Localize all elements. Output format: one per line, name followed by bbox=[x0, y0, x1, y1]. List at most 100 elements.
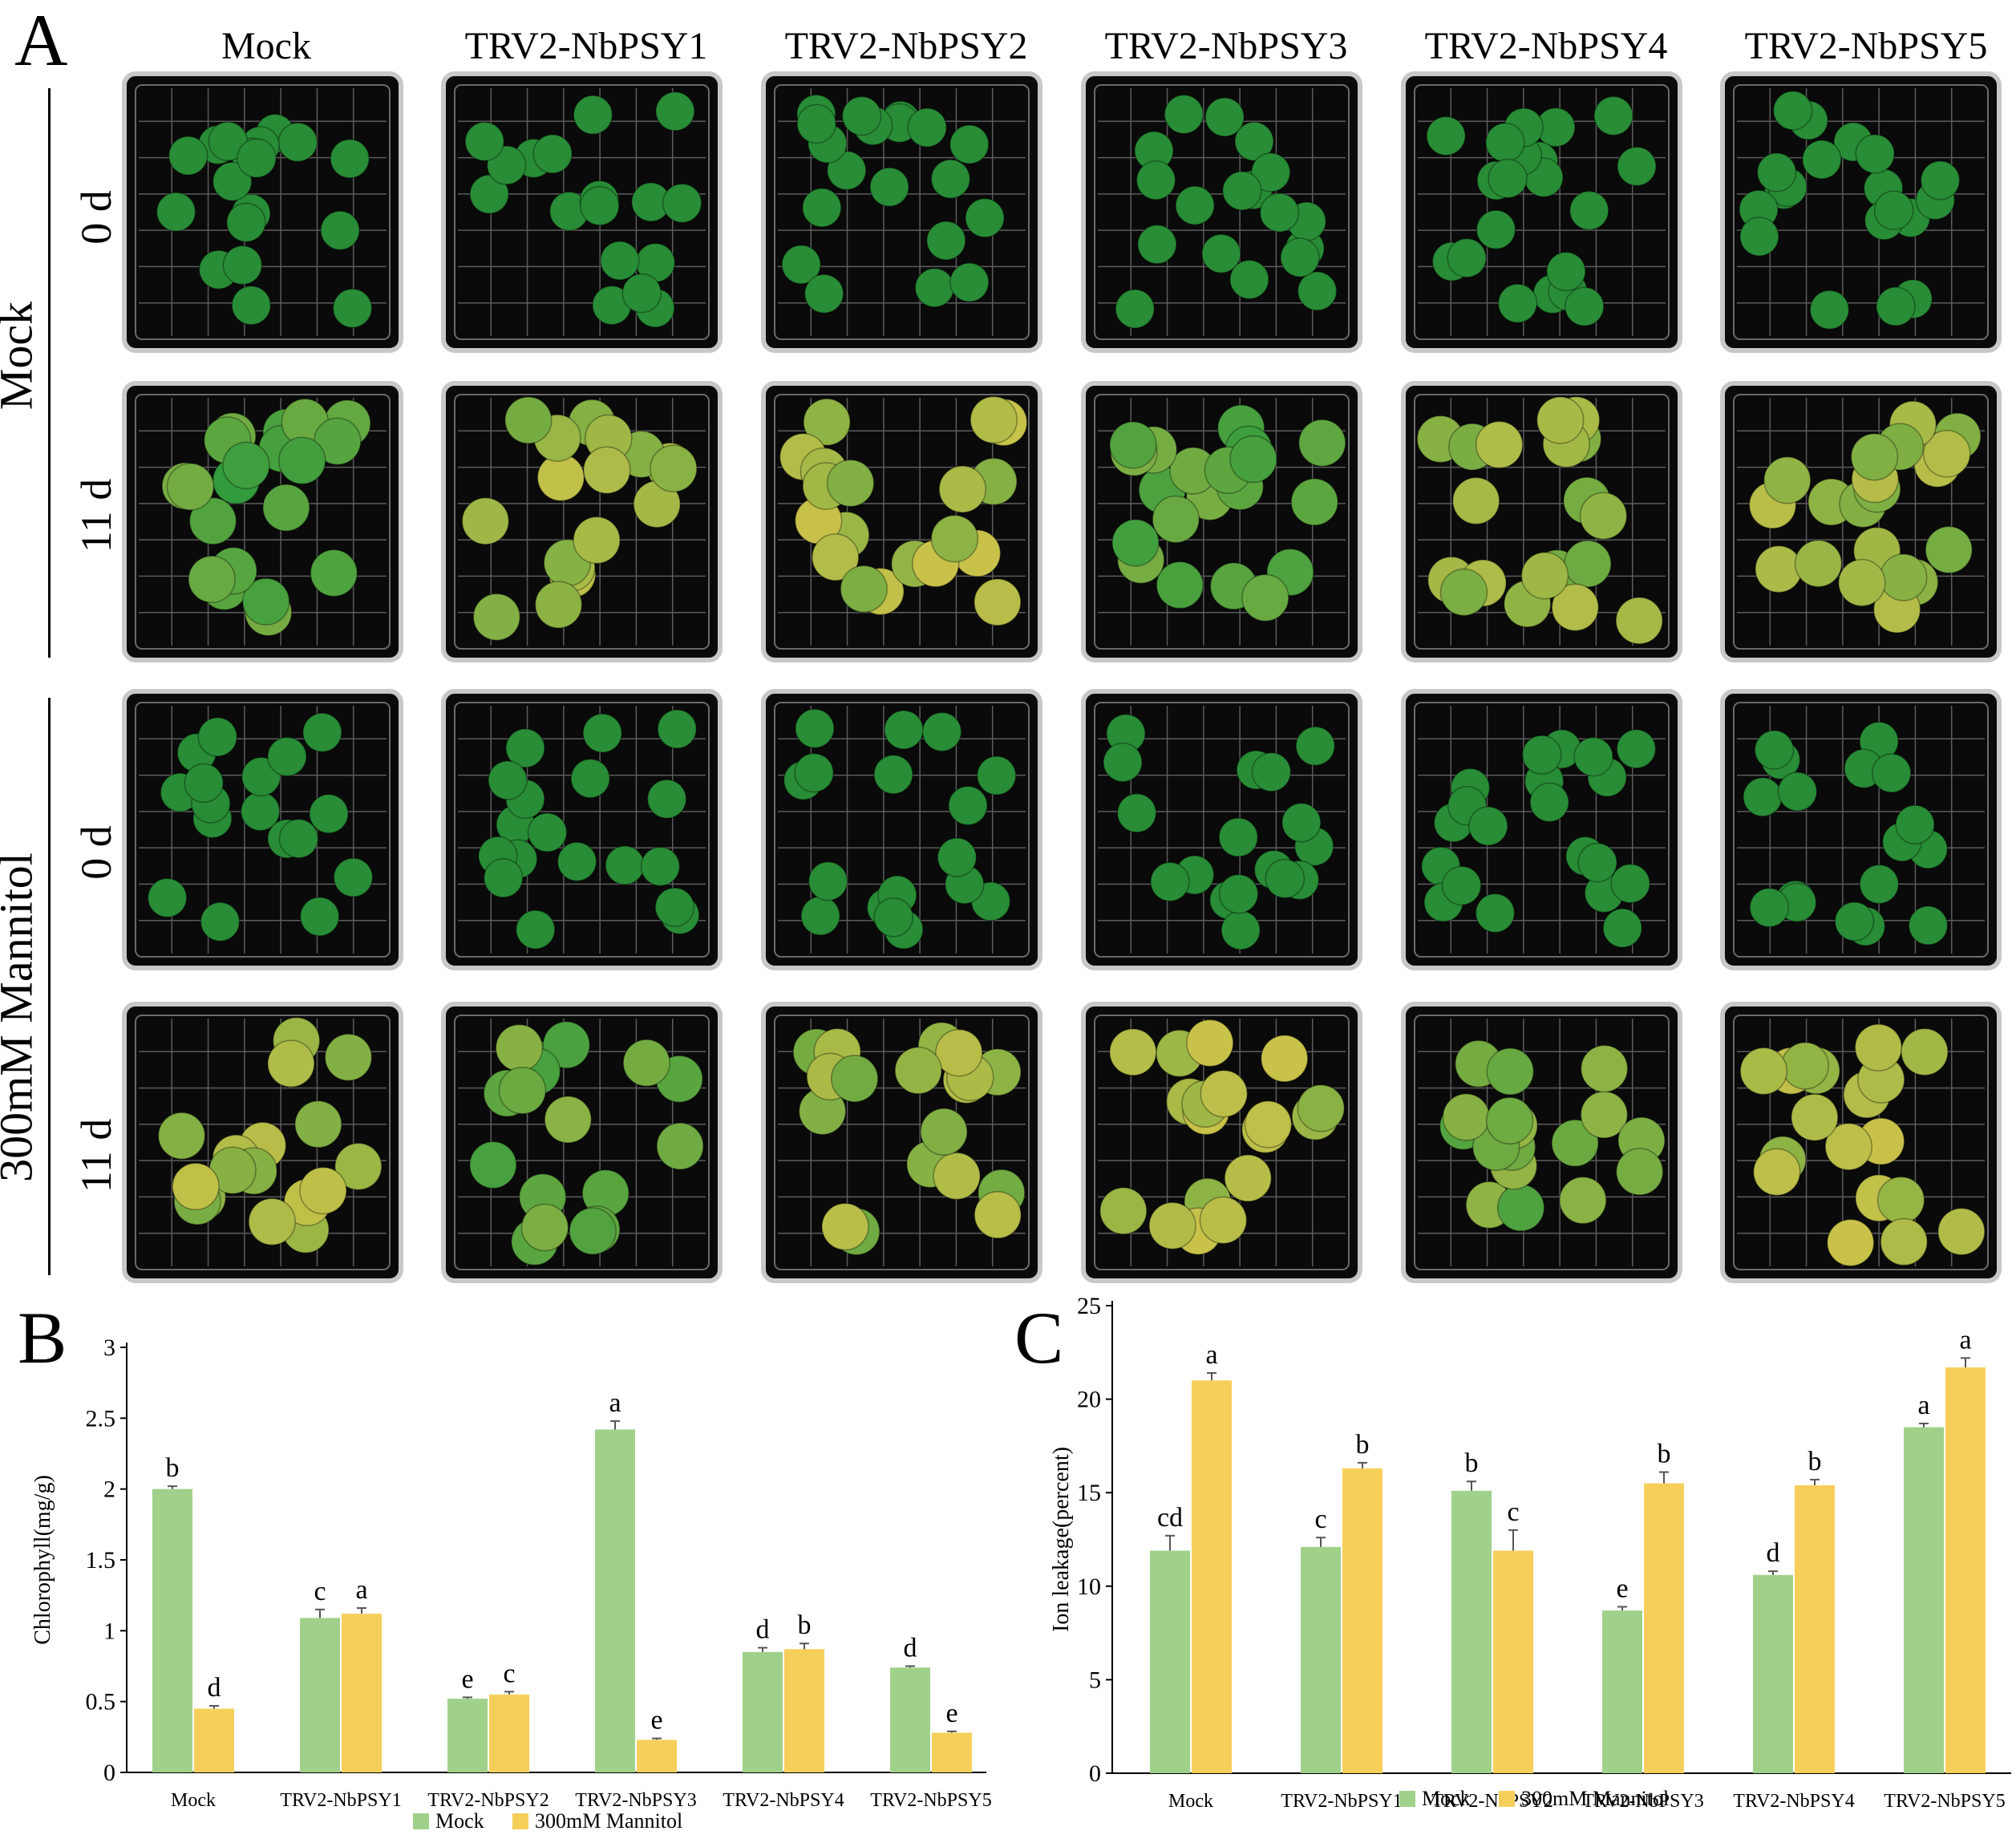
leaf-disc bbox=[781, 245, 821, 285]
significance-label: a bbox=[1959, 1325, 1971, 1355]
leaf-disc bbox=[930, 514, 979, 563]
leaf-disc bbox=[248, 1197, 296, 1246]
leaf-disc bbox=[1200, 1069, 1249, 1118]
leaf-disc bbox=[262, 484, 310, 532]
significance-label: b bbox=[1465, 1448, 1479, 1478]
leaf-disc bbox=[1824, 1122, 1872, 1171]
panel-a-letter: A bbox=[14, 0, 68, 81]
leaf-disc bbox=[795, 708, 835, 749]
leaf-disc bbox=[277, 436, 326, 485]
leaf-disc bbox=[469, 1140, 517, 1189]
significance-label: a bbox=[355, 1575, 367, 1605]
leaf-disc bbox=[1201, 233, 1241, 273]
leaf-disc-plates bbox=[122, 71, 2002, 1283]
leaf-disc bbox=[569, 1207, 617, 1255]
significance-label: e bbox=[650, 1706, 662, 1736]
leaf-disc bbox=[1521, 735, 1562, 775]
significance-label: a bbox=[1205, 1340, 1217, 1370]
leaf-disc bbox=[1580, 1044, 1629, 1093]
leaf-disc bbox=[974, 1191, 1022, 1239]
leaf-disc bbox=[570, 758, 610, 799]
significance-label: e bbox=[1616, 1574, 1628, 1603]
plate-r0-c0 bbox=[122, 71, 403, 353]
leaf-disc bbox=[200, 901, 241, 942]
leaf-disc bbox=[320, 210, 360, 251]
x-tick-label: Mock bbox=[1168, 1791, 1213, 1812]
leaf-disc bbox=[1221, 910, 1261, 950]
leaf-disc bbox=[1426, 115, 1466, 156]
leaf-disc bbox=[1752, 1148, 1801, 1197]
y-axis-label: Ion leakage(percent) bbox=[1049, 1447, 1074, 1632]
plate-r3-c5 bbox=[1720, 1002, 2002, 1283]
leaf-disc bbox=[1593, 95, 1633, 136]
leaf-disc bbox=[1485, 122, 1525, 163]
leaf-disc bbox=[527, 812, 568, 853]
y-tick-label: 0 bbox=[103, 1760, 115, 1786]
leaf-disc bbox=[1763, 456, 1812, 504]
leaf-disc bbox=[188, 496, 237, 545]
column-header-nbpsy3: TRV2-NbPSY3 bbox=[1104, 25, 1348, 67]
leaf-disc bbox=[1855, 134, 1895, 174]
leaf-disc bbox=[1880, 1217, 1928, 1266]
leaf-disc bbox=[655, 91, 695, 132]
leaf-disc bbox=[621, 273, 662, 314]
leaf-disc bbox=[1115, 289, 1155, 329]
bar-0-4 bbox=[1753, 1574, 1793, 1773]
leaf-disc bbox=[324, 1033, 373, 1082]
plate-r1-c3 bbox=[1081, 381, 1362, 662]
leaf-disc bbox=[930, 159, 971, 199]
leaf-disc bbox=[1551, 583, 1600, 632]
leaf-disc bbox=[1838, 558, 1886, 607]
plate-r1-c2 bbox=[761, 381, 1042, 662]
leaf-disc bbox=[935, 1028, 983, 1077]
leaf-disc bbox=[948, 785, 988, 826]
plate-r0-c5 bbox=[1720, 71, 2002, 353]
leaf-disc bbox=[172, 1162, 220, 1211]
bar-0-4 bbox=[743, 1651, 783, 1772]
y-tick-label: 1 bbox=[103, 1618, 115, 1644]
leaf-disc bbox=[1925, 525, 1973, 574]
significance-label: d bbox=[1767, 1538, 1780, 1568]
leaf-disc bbox=[1250, 152, 1291, 192]
leaf-disc bbox=[532, 134, 573, 174]
leaf-disc bbox=[534, 581, 583, 629]
leaf-disc bbox=[600, 241, 640, 281]
significance-label: c bbox=[314, 1577, 326, 1606]
leaf-disc bbox=[166, 463, 215, 511]
leaf-disc bbox=[520, 1203, 569, 1252]
bar-0-5 bbox=[1904, 1427, 1944, 1773]
leaf-disc bbox=[241, 756, 281, 797]
panel-b-letter: B bbox=[18, 1297, 67, 1379]
leaf-disc bbox=[1222, 171, 1262, 211]
leaf-disc bbox=[1244, 1100, 1293, 1148]
bar-1-1 bbox=[1342, 1468, 1382, 1773]
leaf-disc bbox=[640, 846, 681, 887]
leaf-disc bbox=[1298, 419, 1346, 467]
leaf-disc bbox=[472, 593, 521, 642]
bar-1-5 bbox=[932, 1732, 972, 1772]
leaf-disc bbox=[208, 121, 248, 161]
leaf-disc bbox=[1876, 1176, 1925, 1225]
leaf-disc bbox=[1439, 568, 1488, 617]
leaf-disc bbox=[583, 446, 631, 495]
significance-label: b bbox=[798, 1610, 812, 1640]
bar-0-3 bbox=[1602, 1610, 1642, 1773]
leaf-disc bbox=[184, 763, 224, 804]
leaf-disc bbox=[831, 1055, 879, 1103]
significance-label: a bbox=[1917, 1391, 1929, 1420]
leaf-disc bbox=[1610, 863, 1650, 904]
leaf-disc bbox=[582, 713, 622, 753]
leaf-disc bbox=[1290, 478, 1338, 526]
leaf-disc bbox=[970, 395, 1018, 444]
leaf-disc bbox=[840, 565, 888, 614]
bar-0-5 bbox=[890, 1667, 930, 1772]
leaf-disc bbox=[1895, 804, 1935, 845]
leaf-disc bbox=[907, 107, 947, 148]
plate-r2-c4 bbox=[1401, 689, 1682, 970]
leaf-disc bbox=[933, 1152, 981, 1201]
bar-1-3 bbox=[637, 1740, 677, 1772]
bar-0-1 bbox=[1301, 1546, 1341, 1773]
plate-r3-c2 bbox=[761, 1002, 1042, 1283]
leaf-disc bbox=[821, 1202, 869, 1251]
plate-r0-c4 bbox=[1401, 71, 1682, 353]
